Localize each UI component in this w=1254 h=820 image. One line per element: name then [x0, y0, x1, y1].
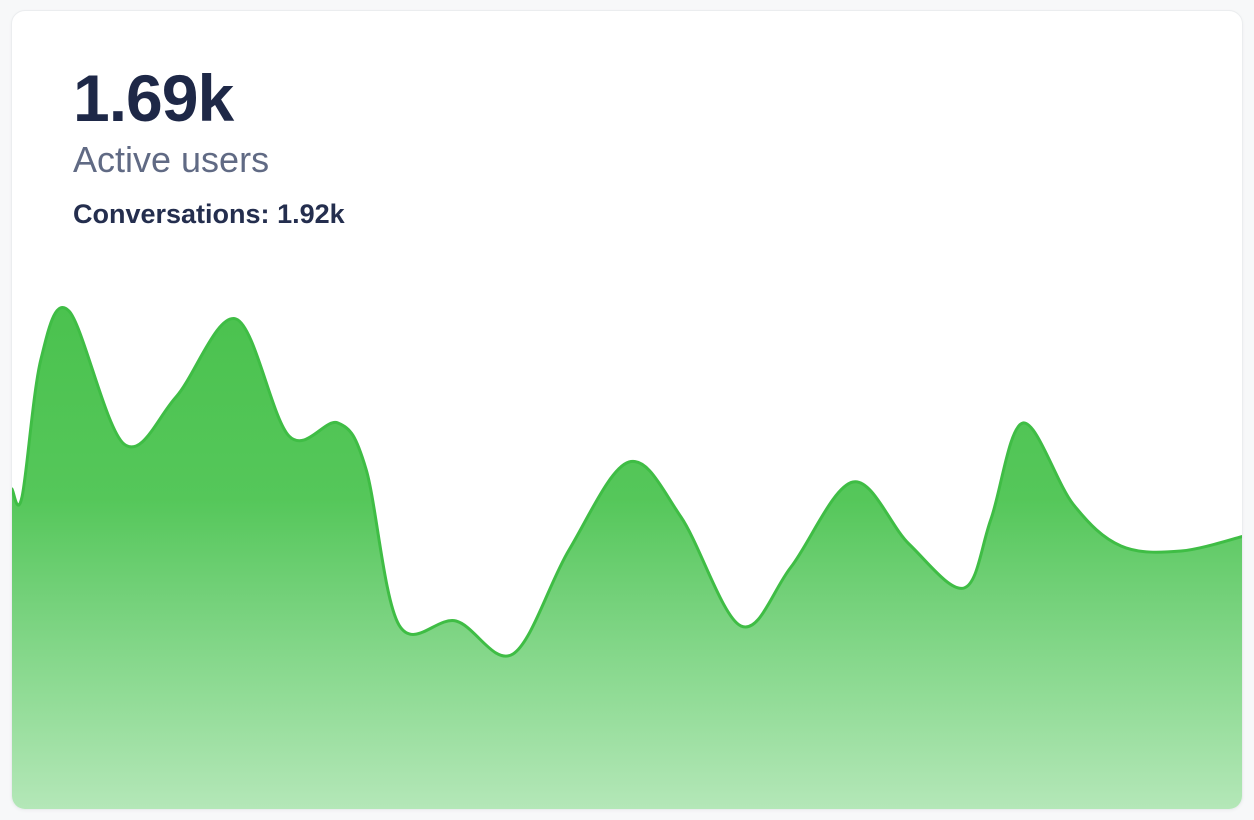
conversations-label: Conversations:	[73, 199, 270, 230]
active-users-label: Active users	[73, 139, 270, 181]
chart-area-fill	[12, 307, 1242, 809]
conversations-stat: Conversations: 1.92k	[73, 199, 345, 230]
active-users-area-chart	[12, 306, 1242, 809]
chart-line	[12, 306, 1242, 658]
active-users-card: 1.69k Active users Conversations: 1.92k	[11, 10, 1243, 810]
conversations-value: 1.92k	[277, 199, 345, 230]
kpi-stats-block: 1.69k Active users Conversations: 1.92k	[73, 61, 345, 230]
active-users-value: 1.69k	[73, 61, 234, 135]
